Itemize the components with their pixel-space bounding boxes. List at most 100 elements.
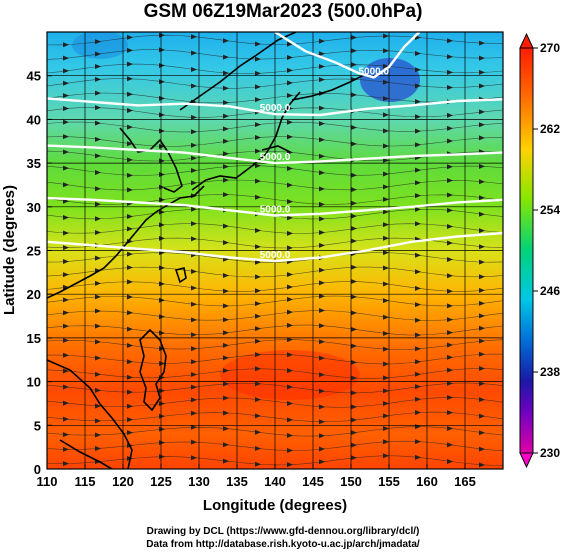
wind-arrow xyxy=(351,294,357,300)
wind-arrow xyxy=(191,410,197,416)
wind-arrow xyxy=(287,119,293,125)
wind-arrow xyxy=(415,67,421,73)
wind-arrow xyxy=(319,280,325,286)
height-contour xyxy=(47,144,503,165)
wind-arrow xyxy=(223,138,229,144)
streamline xyxy=(47,382,503,394)
wind-arrow xyxy=(127,343,133,349)
wind-arrow xyxy=(191,439,197,445)
wind-arrow xyxy=(319,137,325,143)
wind-arrow xyxy=(95,432,101,438)
height-contour xyxy=(47,196,503,217)
wind-arrow xyxy=(63,446,69,452)
wind-arrow xyxy=(191,50,197,56)
wind-arrow xyxy=(351,124,357,130)
wind-arrow xyxy=(255,135,261,141)
wind-arrow xyxy=(255,397,261,403)
wind-arrow xyxy=(319,51,325,57)
wind-arrow xyxy=(127,279,133,285)
wind-arrow xyxy=(223,381,229,387)
wind-arrow xyxy=(255,41,261,47)
wind-arrow xyxy=(447,38,453,44)
wind-arrow xyxy=(351,141,357,147)
x-tick-label: 125 xyxy=(150,474,172,489)
wind-arrow xyxy=(191,83,197,89)
wind-arrow xyxy=(383,453,389,459)
x-tick-label: 110 xyxy=(37,474,58,489)
wind-arrow xyxy=(383,400,389,406)
wind-arrow xyxy=(287,92,293,98)
wind-arrow xyxy=(479,413,485,419)
wind-arrow xyxy=(191,236,197,242)
wind-arrow xyxy=(95,120,101,126)
wind-arrow xyxy=(63,134,69,140)
wind-arrow xyxy=(223,126,229,132)
wind-arrow xyxy=(127,430,133,436)
wind-arrow xyxy=(415,221,421,227)
wind-arrow xyxy=(479,40,485,46)
streamline xyxy=(47,426,503,437)
wind-arrow xyxy=(223,368,229,374)
cold-core-shading xyxy=(360,58,420,102)
wind-arrow xyxy=(287,296,293,302)
wind-arrow xyxy=(223,38,229,44)
streamline xyxy=(47,92,503,104)
y-tick-label: 35 xyxy=(27,156,41,171)
wind-arrow xyxy=(383,426,389,432)
wind-arrow xyxy=(447,410,453,416)
wind-arrow xyxy=(127,172,133,178)
wind-arrow xyxy=(351,359,357,365)
wind-arrow xyxy=(351,200,357,206)
wind-arrow xyxy=(159,346,165,352)
wind-arrow xyxy=(127,34,133,40)
wind-arrow xyxy=(319,446,325,452)
kuril-islands xyxy=(291,73,367,101)
contour-label: 5000.0 xyxy=(359,66,390,77)
wind-arrow xyxy=(63,323,69,329)
wind-arrow xyxy=(223,303,229,309)
wind-arrow xyxy=(479,287,485,293)
wind-arrow xyxy=(159,158,165,164)
wind-arrow xyxy=(351,455,357,461)
wind-arrow xyxy=(223,355,229,361)
wind-arrow xyxy=(63,68,69,74)
wind-arrow xyxy=(255,429,261,435)
wind-arrow xyxy=(159,454,165,460)
wind-arrow xyxy=(287,215,293,221)
wind-arrow xyxy=(63,93,69,99)
y-tick-label: 20 xyxy=(27,287,41,302)
wind-arrow xyxy=(255,338,261,344)
x-tick-label: 130 xyxy=(188,474,210,489)
wind-arrow xyxy=(351,48,357,54)
wind-arrow xyxy=(127,417,133,423)
wind-arrow xyxy=(479,351,485,357)
contour-label: 5000.0 xyxy=(260,250,291,261)
streamline xyxy=(47,49,503,60)
wind-arrow xyxy=(223,317,229,323)
wind-arrow xyxy=(319,186,325,192)
streamline xyxy=(47,397,503,408)
wind-arrow xyxy=(255,352,261,358)
wind-arrow xyxy=(159,413,165,419)
wind-arrow xyxy=(479,55,485,61)
wind-arrow xyxy=(223,100,229,106)
wind-arrow xyxy=(63,106,69,112)
wind-arrow xyxy=(383,112,389,118)
wind-arrow xyxy=(95,445,101,451)
wind-arrow xyxy=(415,332,421,338)
wind-arrow xyxy=(191,332,197,338)
wind-arrow xyxy=(415,439,421,445)
streamline xyxy=(47,339,503,350)
wind-arrow xyxy=(95,136,101,142)
wind-arrow xyxy=(447,54,453,60)
wind-arrow xyxy=(223,330,229,336)
wind-arrow xyxy=(159,360,165,366)
y-tick-label: 0 xyxy=(34,462,41,477)
wind-arrow xyxy=(319,38,325,44)
colorbar-ticks: 270 262 254 246 238 230 xyxy=(533,41,560,460)
wind-arrow xyxy=(127,251,133,257)
wind-arrow xyxy=(415,114,421,120)
russia-coastline xyxy=(179,32,297,111)
wind-arrow xyxy=(447,240,453,246)
wind-arrow xyxy=(63,230,69,236)
